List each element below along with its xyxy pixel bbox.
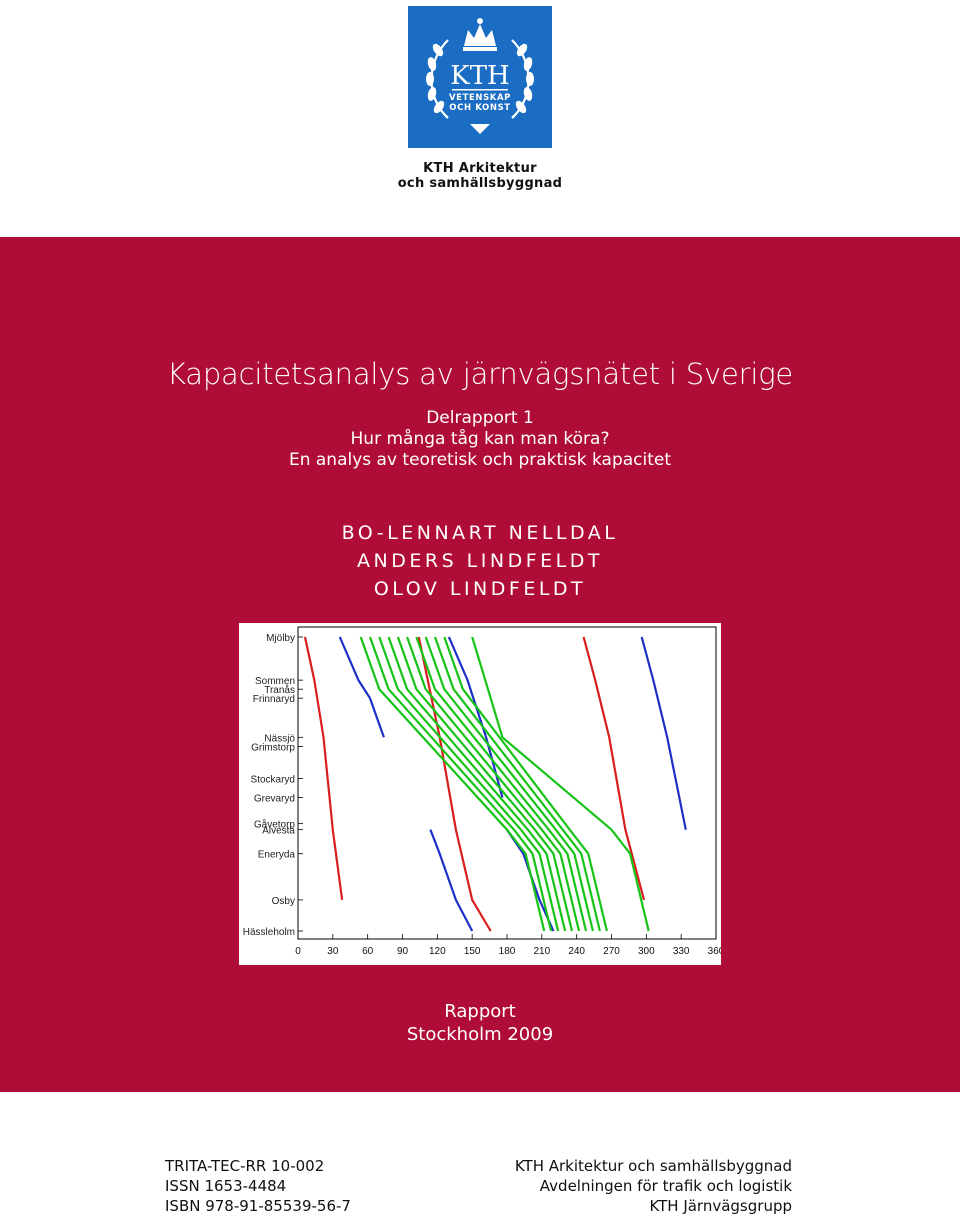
kth-logo: KTH VETENSKAP OCH KONST: [408, 6, 552, 148]
author-name: ANDERS LINDFELDT: [357, 550, 603, 572]
x-tick-label: 0: [295, 946, 301, 957]
x-tick-label: 330: [673, 946, 690, 957]
train-path-line: [406, 636, 581, 932]
x-tick-label: 60: [362, 946, 374, 957]
train-path-line: [303, 636, 344, 901]
station-label: Mjölby: [266, 633, 295, 644]
isbn-number: ISBN 978-91-85539-56-7: [165, 1197, 351, 1215]
publisher-line: KTH Järnvägsgrupp: [649, 1197, 792, 1215]
publisher-line: KTH Arkitektur och samhällsbyggnad: [514, 1157, 792, 1175]
author-name: BO-LENNART NELLDAL: [341, 522, 619, 544]
publication-identifiers: TRITA-TEC-RR 10-002 ISSN 1653-4484 ISBN …: [165, 1156, 351, 1216]
train-path-line: [368, 636, 553, 932]
x-tick-label: 270: [603, 946, 620, 957]
publisher-line: Avdelningen för trafik och logistik: [539, 1177, 792, 1195]
report-info: Rapport Stockholm 2009: [0, 1000, 960, 1046]
department-line: och samhällsbyggnad: [397, 176, 563, 191]
x-tick-label: 120: [429, 946, 446, 957]
logo-och-konst-text: OCH KONST: [449, 103, 510, 113]
author-name: OLOV LINDFELDT: [373, 578, 587, 600]
kth-seal-icon: KTH VETENSKAP OCH KONST: [426, 18, 534, 134]
station-label: Hässleholm: [243, 927, 295, 938]
train-path-line: [640, 636, 687, 830]
station-label: Eneryda: [258, 850, 296, 861]
x-tick-label: 210: [533, 946, 550, 957]
train-path-line: [433, 636, 601, 932]
report-label: Rapport: [444, 1001, 516, 1022]
logo-kth-text: KTH: [450, 61, 509, 91]
author-list: BO-LENNART NELLDAL ANDERS LINDFELDT OLOV…: [0, 519, 960, 603]
x-tick-label: 30: [327, 946, 339, 957]
subtitle-line: En analys av teoretisk och praktisk kapa…: [288, 450, 672, 470]
x-tick-label: 180: [499, 946, 516, 957]
department-name: KTH Arkitektur och samhällsbyggnad: [380, 161, 580, 191]
station-label: Stockaryd: [251, 774, 295, 785]
station-label: Gåvetorp: [254, 819, 296, 831]
plot-frame: [297, 626, 717, 940]
x-tick-label: 90: [397, 946, 409, 957]
train-path-line: [338, 636, 385, 738]
train-path-line: [443, 636, 608, 932]
train-path-line: [417, 636, 492, 932]
issn-number: ISSN 1653-4484: [165, 1177, 287, 1195]
train-path-line: [415, 636, 588, 932]
report-title: Kapacitetsanalys av järnvägsnätet i Sver…: [166, 357, 794, 391]
logo-vetenskap-text: VETENSKAP: [449, 93, 511, 103]
report-subtitle: Delrapport 1 Hur många tåg kan man köra?…: [0, 408, 960, 471]
subtitle-line: Delrapport 1: [426, 408, 534, 428]
station-label: Tranås: [264, 684, 295, 696]
train-path-line: [582, 636, 646, 901]
station-label: Nässjö: [264, 733, 295, 744]
x-tick-label: 240: [568, 946, 585, 957]
x-tick-label: 360: [708, 946, 721, 957]
station-label: Grevaryd: [254, 794, 295, 805]
publisher-info: KTH Arkitektur och samhällsbyggnad Avdel…: [515, 1156, 792, 1216]
x-tick-label: 300: [638, 946, 655, 957]
station-label: Grimstorp: [251, 742, 295, 753]
train-path-line: [429, 829, 474, 932]
train-path-line: [471, 636, 650, 932]
train-path-line: [387, 636, 567, 932]
station-label: Sommen: [255, 676, 295, 687]
department-line: KTH Arkitektur: [423, 161, 537, 176]
report-place-year: Stockholm 2009: [406, 1024, 554, 1045]
train-path-line: [424, 636, 594, 932]
train-path-line: [378, 636, 560, 932]
timetable-graph: Mjölby Sommen Tranås Frinnaryd Nässjö Grimsto…: [239, 623, 725, 965]
x-tick-label: 150: [464, 946, 481, 957]
subtitle-line: Hur många tåg kan man köra?: [350, 429, 610, 449]
train-path-line: [359, 636, 546, 932]
trita-number: TRITA-TEC-RR 10-002: [165, 1157, 325, 1175]
train-path-line: [396, 636, 574, 932]
station-label: Osby: [272, 896, 295, 907]
station-label: Alvesta: [262, 826, 295, 837]
station-label: Frinnaryd: [253, 694, 295, 705]
